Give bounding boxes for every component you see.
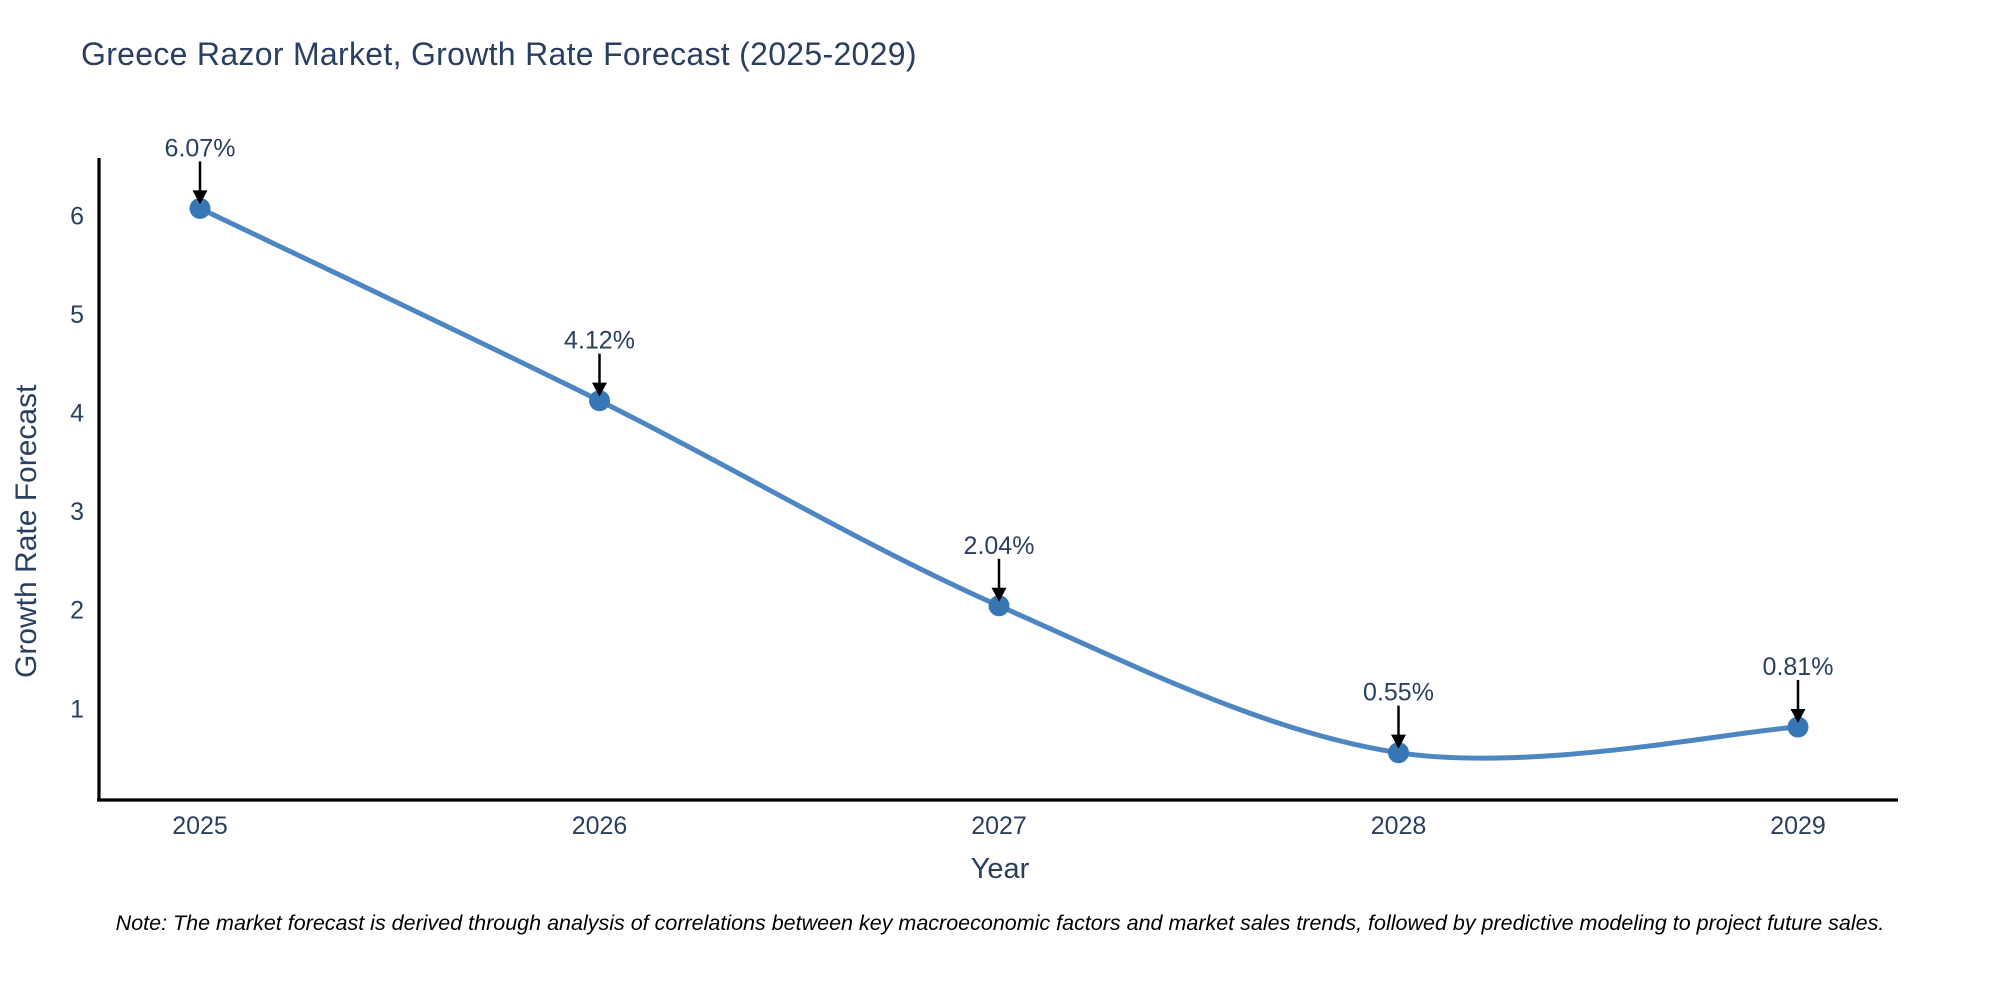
annotation-arrowhead-icon [991, 587, 1007, 602]
y-tick-label: 2 [70, 597, 84, 625]
x-tick-label: 2026 [572, 812, 628, 840]
annotation-label: 0.55% [1363, 679, 1434, 707]
annotation-label: 0.81% [1763, 653, 1834, 681]
annotation-label: 2.04% [964, 532, 1035, 560]
x-axis-title: Year [970, 853, 1030, 885]
data-point [589, 390, 610, 412]
y-tick-label: 5 [70, 301, 84, 329]
x-tick-label: 2027 [971, 812, 1027, 840]
data-point [1787, 716, 1809, 738]
data-point [189, 197, 211, 219]
annotation-arrowhead-icon [1391, 734, 1406, 749]
x-tick-label: 2025 [172, 812, 228, 840]
y-axis-title: Growth Rate Forecast [10, 384, 43, 678]
annotation-label: 6.07% [165, 134, 236, 162]
data-point [988, 595, 1010, 617]
annotation-label: 4.12% [564, 327, 635, 355]
annotation-arrowhead-icon [592, 382, 607, 397]
x-tick-label: 2029 [1770, 812, 1826, 840]
y-tick-label: 3 [70, 498, 84, 526]
y-tick-label: 6 [70, 202, 84, 230]
y-tick-label: 1 [70, 695, 84, 723]
y-tick-label: 4 [70, 400, 84, 428]
chart-title: Greece Razor Market, Growth Rate Forecas… [81, 36, 917, 72]
annotation-arrowhead-icon [1790, 709, 1806, 724]
x-tick-label: 2028 [1371, 812, 1427, 840]
footnote: Note: The market forecast is derived thr… [115, 911, 1885, 935]
trend-line [197, 205, 1801, 761]
data-point [1388, 742, 1409, 764]
annotation-arrowhead-icon [192, 190, 208, 205]
